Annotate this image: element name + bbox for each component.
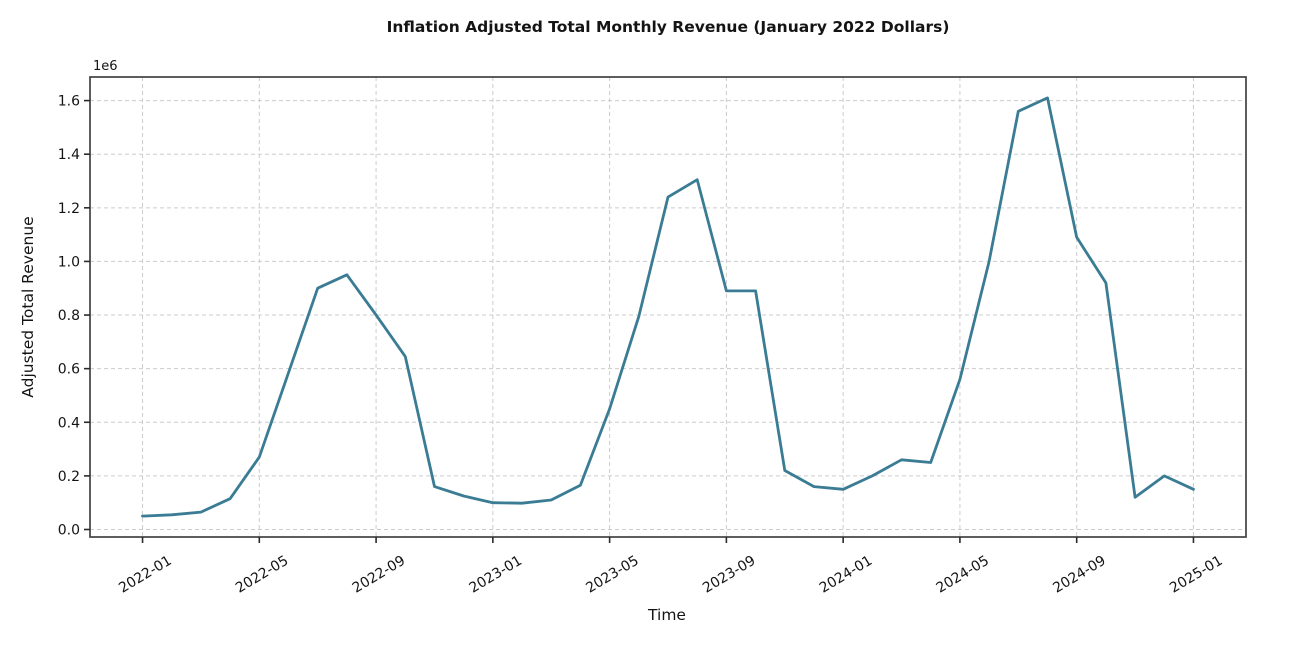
- x-tick-label: 2023-01: [467, 553, 525, 597]
- x-tick-label: 2023-05: [583, 553, 641, 597]
- y-tick-label: 0.2: [58, 469, 80, 485]
- x-tick-label: 2024-09: [1050, 553, 1108, 597]
- x-tick-label: 2022-09: [350, 553, 408, 597]
- x-tick-label: 2024-05: [934, 553, 992, 597]
- x-tick-label: 2024-01: [817, 553, 875, 597]
- x-tick-label: 2022-05: [233, 553, 291, 597]
- y-tick-label: 1.0: [58, 254, 80, 270]
- chart-title: Inflation Adjusted Total Monthly Revenue…: [386, 18, 950, 36]
- x-axis-label: Time: [648, 606, 686, 624]
- y-tick-label: 0.0: [58, 522, 80, 538]
- x-tick-label: 2023-09: [700, 553, 758, 597]
- plot-border: [89, 76, 1247, 538]
- x-tick-label: 2022-01: [116, 553, 174, 597]
- y-tick-label: 1.6: [58, 94, 80, 110]
- y-offset-label: 1e6: [93, 59, 118, 74]
- x-tick-label: 2025-01: [1167, 553, 1225, 597]
- revenue-line: [141, 96, 1195, 518]
- y-tick-label: 1.2: [58, 201, 80, 217]
- y-tick-label: 0.6: [58, 362, 80, 378]
- y-tick-label: 1.4: [58, 147, 80, 163]
- y-tick-label: 0.8: [58, 308, 80, 324]
- y-tick-label: 0.4: [58, 415, 80, 431]
